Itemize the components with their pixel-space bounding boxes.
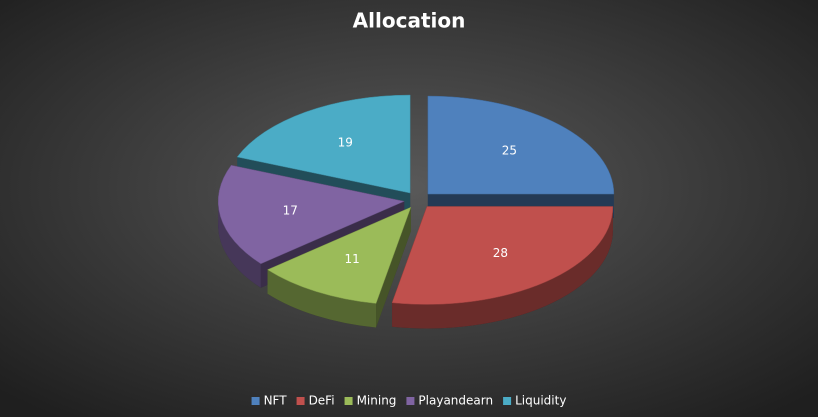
legend-label: Mining — [357, 394, 397, 408]
legend-item: DeFi — [296, 394, 335, 408]
legend-label: NFT — [264, 394, 288, 408]
legend-item: Mining — [344, 394, 397, 408]
slice-edge — [376, 207, 411, 328]
legend-swatch — [296, 397, 305, 405]
slice-top — [267, 206, 412, 304]
legend-swatch — [406, 397, 415, 405]
legend-swatch — [344, 397, 353, 405]
data-label: 17 — [283, 203, 298, 217]
data-label: 11 — [345, 252, 360, 266]
legend-swatch — [503, 397, 512, 405]
pie: 25 28 11 17 19 — [217, 94, 615, 329]
legend-swatch — [251, 397, 260, 405]
slice-side — [218, 201, 261, 288]
legend-item: Liquidity — [503, 394, 566, 408]
slice — [267, 206, 412, 328]
data-label: 19 — [338, 135, 353, 149]
data-label: 25 — [502, 144, 517, 158]
data-label: 28 — [493, 246, 508, 260]
legend-item: NFT — [251, 394, 288, 408]
slice-top — [217, 164, 405, 265]
slice-top — [236, 94, 411, 194]
slice-top — [427, 95, 615, 195]
legend: NFT DeFi Mining Playandearn Liquidity — [251, 394, 566, 408]
legend-label: Playandearn — [418, 394, 493, 408]
legend-label: DeFi — [309, 394, 335, 408]
slice — [391, 206, 614, 329]
legend-label: Liquidity — [515, 394, 566, 408]
legend-item: Playandearn — [406, 394, 493, 408]
slice-top — [391, 206, 614, 305]
chart-title: Allocation — [353, 9, 466, 33]
slice-side — [392, 206, 613, 329]
